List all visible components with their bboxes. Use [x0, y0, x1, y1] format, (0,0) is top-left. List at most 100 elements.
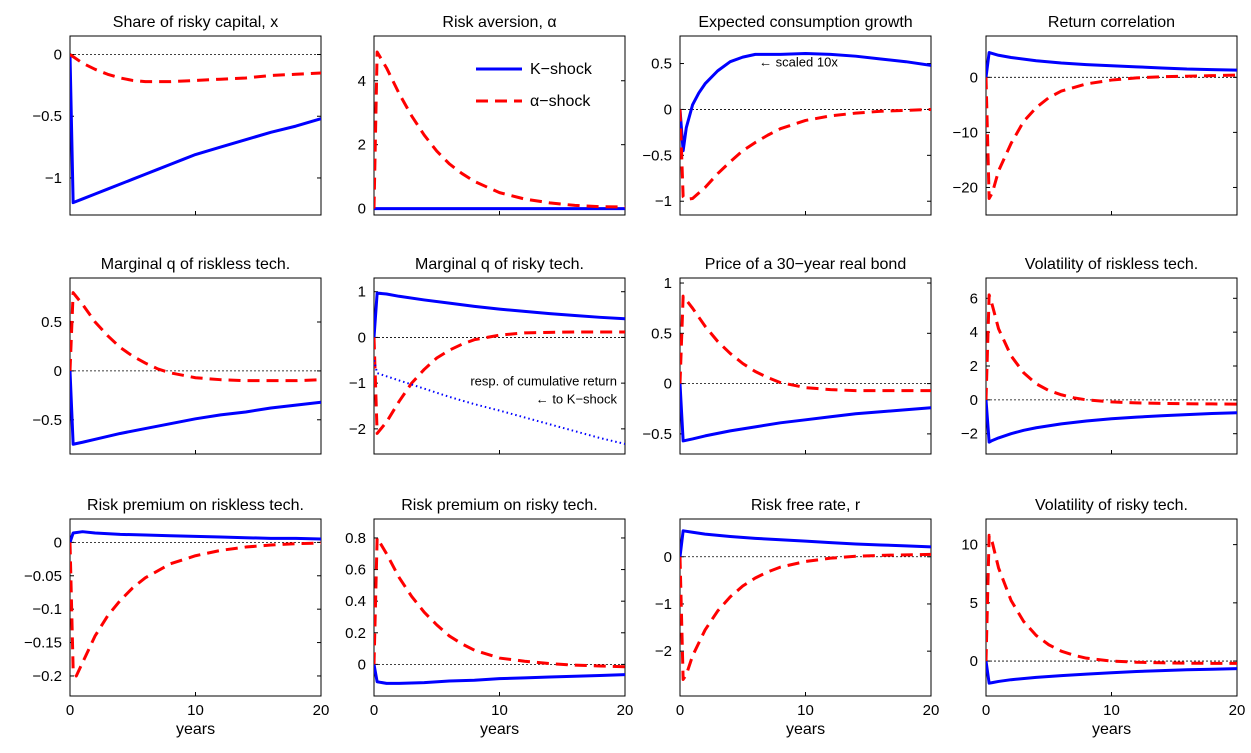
series-line-k-shock [70, 530, 321, 543]
annotation-scaled: ← scaled 10x [759, 54, 838, 69]
panel-4: Return correlation 0 −10 −20 [953, 14, 1238, 216]
x-tick-label: 10 [187, 702, 204, 719]
x-tick-label: 10 [1103, 702, 1120, 719]
series-line-k-shock [680, 383, 931, 443]
y-tick-label: −0.5 [32, 412, 62, 429]
y-tick-label: 0 [664, 376, 672, 393]
series-line-k-shock [986, 399, 1237, 444]
x-tick-label: 0 [370, 702, 378, 719]
y-tick-label: −0.5 [642, 426, 672, 443]
annotation-cumulative-return: ← to K−shock [536, 391, 618, 406]
panel-title: Risk aversion, α [442, 14, 556, 31]
axes-frame [679, 277, 932, 455]
series-line-alpha-shock [680, 552, 931, 681]
y-tick-label: 0 [970, 69, 978, 86]
x-tick-label: 20 [617, 702, 634, 719]
x-tick-label: 20 [313, 702, 330, 719]
y-tick-label: 4 [970, 324, 978, 341]
panel-6: Marginal q of risky tech. 1 0 −1 −2 resp. of … [349, 256, 626, 455]
panel-title: Return correlation [1048, 14, 1175, 31]
y-tick-label: 0.5 [651, 325, 672, 342]
x-tick-label: 10 [491, 702, 508, 719]
series-line-alpha-shock [680, 107, 931, 201]
y-tick-label: 1 [358, 284, 366, 301]
y-tick-label: 0.8 [345, 530, 366, 547]
panel-title: Risk premium on riskless tech. [87, 497, 304, 514]
y-tick-label: 10 [961, 537, 978, 554]
panel-title: Risk premium on risky tech. [401, 497, 598, 514]
y-tick-label: 0 [664, 549, 672, 566]
series-line-alpha-shock [70, 541, 321, 678]
series-line-cumulative-return [374, 360, 625, 445]
y-tick-label: −1 [655, 193, 672, 210]
series-line-k-shock [374, 291, 625, 338]
panel-title: Price of a 30−year real bond [705, 256, 906, 273]
y-tick-label: −1 [349, 375, 366, 392]
series-line-alpha-shock [70, 53, 321, 84]
series-line-k-shock [374, 664, 625, 685]
axes-frame [373, 518, 626, 697]
x-tick-label: 20 [923, 702, 940, 719]
series-line-k-shock [70, 54, 321, 205]
series-line-alpha-shock [70, 291, 321, 383]
panel-3: Expected consumption growth 0.5 0 −0.5 −1 ← s… [642, 14, 932, 216]
panel-2: Risk aversion, α 0 2 4 K−shock α−shock [358, 14, 626, 218]
panel-5: Marginal q of riskless tech. 0.5 0 −0.5 [32, 256, 322, 455]
panel-title: Share of risky capital, x [113, 14, 278, 31]
y-tick-label: −0.1 [32, 601, 62, 618]
panel-title: Expected consumption growth [698, 14, 912, 31]
y-tick-label: −2 [655, 643, 672, 660]
x-axis-label: years [1092, 721, 1131, 738]
y-tick-label: 0.6 [345, 562, 366, 579]
y-tick-label: 0 [54, 47, 62, 64]
y-tick-label: 0.2 [345, 625, 366, 642]
x-tick-label: 0 [676, 702, 684, 719]
panel-title: Risk free rate, r [751, 497, 861, 514]
legend-label-k-shock: K−shock [530, 61, 593, 78]
panel-11: Risk free rate, r 0 −1 −2 0 10 20 years [655, 497, 939, 738]
series-line-alpha-shock [680, 294, 931, 393]
panel-1: Share of risky capital, x 0 −0.5 −1 [32, 14, 322, 216]
panel-12: Volatility of risky tech. 10 5 0 0 10 20 years [961, 497, 1245, 738]
x-tick-label: 0 [982, 702, 990, 719]
series-line-k-shock [986, 660, 1237, 685]
y-tick-label: −0.5 [642, 147, 672, 164]
series-line-alpha-shock [986, 73, 1237, 200]
x-tick-label: 20 [1229, 702, 1246, 719]
x-axis-label: years [786, 721, 825, 738]
x-axis-label: years [176, 721, 215, 738]
series-line-k-shock [986, 51, 1237, 78]
panel-title: Marginal q of riskless tech. [101, 256, 290, 273]
y-tick-label: 2 [358, 137, 366, 154]
axes-frame [985, 277, 1238, 455]
legend: K−shock α−shock [476, 61, 593, 110]
y-tick-label: −0.15 [24, 635, 62, 652]
panel-title: Volatility of risky tech. [1035, 497, 1188, 514]
panel-title: Marginal q of risky tech. [415, 256, 584, 273]
y-tick-label: −2 [961, 426, 978, 443]
series-line-k-shock [680, 529, 931, 557]
axes-frame [373, 277, 626, 455]
y-tick-label: −0.2 [32, 668, 62, 685]
y-tick-label: 0.5 [651, 56, 672, 73]
legend-label-alpha-shock: α−shock [530, 93, 591, 110]
x-tick-label: 0 [66, 702, 74, 719]
y-tick-label: 0 [358, 656, 366, 673]
y-tick-label: −20 [953, 179, 978, 196]
series-line-alpha-shock [986, 533, 1237, 665]
series-line-k-shock [70, 370, 321, 446]
y-tick-label: 0 [358, 329, 366, 346]
annotation-cumulative-return: resp. of cumulative return [470, 373, 617, 388]
y-tick-label: 2 [970, 358, 978, 375]
x-tick-label: 10 [797, 702, 814, 719]
series-line-alpha-shock [986, 293, 1237, 406]
y-tick-label: −2 [349, 421, 366, 438]
panel-9: Risk premium on riskless tech. 0 −0.05 −0.1… [24, 497, 329, 738]
y-tick-label: −1 [655, 596, 672, 613]
y-tick-label: −0.5 [32, 108, 62, 125]
series-line-alpha-shock [374, 536, 625, 669]
y-tick-label: −0.05 [24, 568, 62, 585]
series-line-k-shock [680, 51, 931, 153]
panel-8: Volatility of riskless tech. 6 4 2 0 −2 [961, 256, 1238, 455]
y-tick-label: 0 [970, 653, 978, 670]
